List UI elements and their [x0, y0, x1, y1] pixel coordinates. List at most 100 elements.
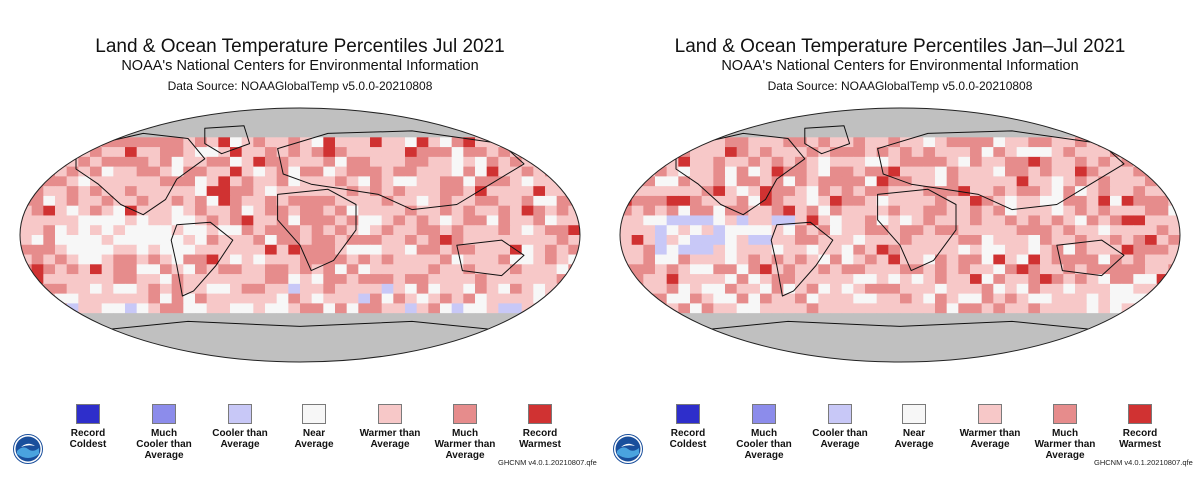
- grid-cell: [1133, 313, 1146, 324]
- grid-cell: [20, 332, 33, 343]
- grid-cell: [90, 117, 103, 128]
- grid-cell: [90, 264, 103, 275]
- grid-cell: [1145, 176, 1158, 187]
- grid-cell: [265, 205, 278, 216]
- legend-swatch: [902, 404, 926, 424]
- grid-cell: [440, 235, 453, 246]
- grid-cell: [276, 176, 289, 187]
- grid-cell: [428, 322, 441, 334]
- grid-cell: [276, 244, 289, 255]
- grid-cell: [1028, 137, 1041, 148]
- grid-cell: [463, 313, 476, 324]
- grid-cell: [620, 215, 633, 226]
- grid-cell: [981, 225, 994, 236]
- grid-cell: [806, 293, 819, 304]
- grid-cell: [853, 137, 866, 148]
- grid-cell: [381, 244, 394, 255]
- grid-cell: [970, 293, 983, 304]
- grid-cell: [475, 313, 488, 324]
- grid-cell: [1016, 235, 1029, 246]
- grid-cell: [475, 117, 488, 128]
- grid-cell: [370, 274, 383, 285]
- grid-cell: [993, 156, 1006, 168]
- grid-cell: [300, 244, 313, 255]
- grid-cell: [993, 117, 1006, 128]
- grid-cell: [1168, 137, 1180, 148]
- grid-cell: [545, 283, 558, 295]
- grid-cell: [78, 186, 91, 197]
- grid-cell: [1086, 293, 1099, 304]
- grid-cell: [1098, 303, 1111, 314]
- grid-cell: [136, 127, 149, 138]
- legend-swatch: [228, 404, 252, 424]
- grid-cell: [241, 117, 254, 128]
- grid-cell: [113, 205, 126, 216]
- legend-label: Warmer than Average: [959, 428, 1021, 450]
- grid-cell: [1051, 117, 1064, 128]
- grid-cell: [265, 264, 278, 275]
- world-map[interactable]: [600, 90, 1200, 390]
- grid-cell: [486, 156, 499, 168]
- grid-cell: [136, 352, 149, 362]
- grid-cell: [1168, 215, 1180, 226]
- grid-cell: [736, 225, 749, 236]
- grid-cell: [545, 322, 558, 334]
- grid-cell: [900, 127, 913, 138]
- grid-cell: [806, 147, 819, 158]
- legend-swatch: [978, 404, 1002, 424]
- grid-cell: [1086, 352, 1099, 362]
- grid-cell: [428, 205, 441, 216]
- grid-cell: [533, 322, 546, 334]
- grid-cell: [405, 264, 418, 275]
- grid-cell: [1051, 176, 1064, 187]
- grid-cell: [416, 342, 429, 353]
- grid-cell: [830, 147, 843, 158]
- grid-cell: [1168, 332, 1180, 343]
- grid-cell: [643, 283, 656, 295]
- grid-cell: [1075, 293, 1088, 304]
- grid-cell: [958, 137, 971, 148]
- grid-cell: [171, 332, 184, 343]
- grid-cell: [1086, 283, 1099, 295]
- grid-cell: [1005, 127, 1018, 138]
- grid-cell: [1110, 195, 1123, 207]
- grid-cell: [1110, 186, 1123, 197]
- grid-cell: [90, 205, 103, 216]
- grid-cell: [230, 195, 243, 207]
- grid-cell: [958, 205, 971, 216]
- grid-cell: [1028, 215, 1041, 226]
- grid-cell: [1063, 283, 1076, 295]
- grid-cell: [148, 215, 161, 226]
- grid-cell: [1051, 313, 1064, 324]
- grid-cell: [1028, 352, 1041, 362]
- grid-cell: [760, 264, 773, 275]
- grid-cell: [206, 244, 219, 255]
- grid-cell: [958, 166, 971, 177]
- world-map[interactable]: [0, 90, 600, 390]
- grid-cell: [568, 166, 580, 177]
- grid-cell: [1040, 244, 1053, 255]
- grid-cell: [136, 342, 149, 353]
- grid-cell: [958, 147, 971, 158]
- grid-cell: [440, 313, 453, 324]
- grid-cell: [818, 225, 831, 236]
- grid-cell: [393, 127, 406, 138]
- grid-cell: [888, 254, 901, 265]
- grid-cell: [1145, 274, 1158, 285]
- grid-cell: [195, 176, 208, 187]
- grid-cell: [888, 108, 901, 119]
- grid-cell: [451, 264, 464, 275]
- grid-cell: [900, 264, 913, 275]
- grid-cell: [993, 342, 1006, 353]
- grid-cell: [981, 205, 994, 216]
- grid-cell: [475, 137, 488, 148]
- grid-cell: [678, 186, 691, 197]
- grid-cell: [556, 244, 569, 255]
- grid-cell: [818, 166, 831, 177]
- grid-cell: [923, 244, 936, 255]
- grid-cell: [631, 108, 644, 119]
- grid-cell: [206, 313, 219, 324]
- grid-cell: [253, 176, 266, 187]
- grid-cell: [841, 264, 854, 275]
- grid-cell: [475, 166, 488, 177]
